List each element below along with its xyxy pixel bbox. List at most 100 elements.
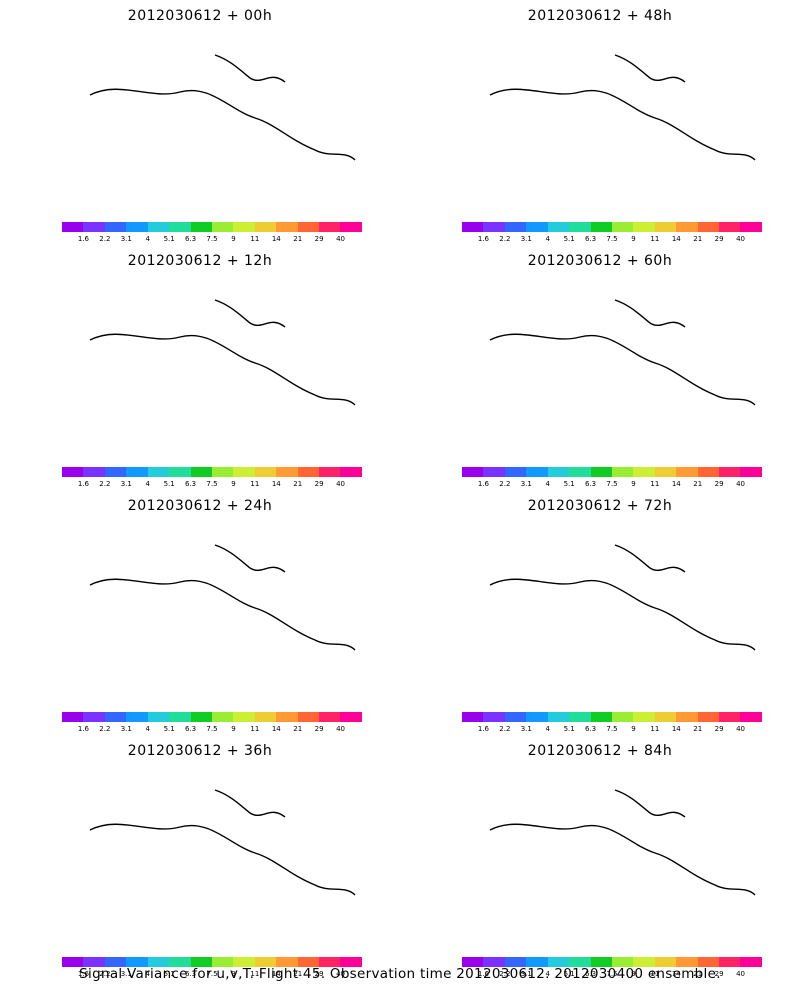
colorbar-label: 11 (650, 480, 660, 488)
variance-contour (240, 824, 284, 852)
variance-contour (644, 346, 667, 361)
variance-contour (484, 618, 568, 674)
variance-contour (467, 605, 577, 678)
variance-contour (228, 68, 312, 122)
colorbar-swatch (319, 957, 341, 967)
colorbar-swatch (169, 712, 191, 722)
variance-contour (563, 123, 620, 172)
panel-title: 2012030612 + 12h (127, 253, 273, 269)
colorbar-swatch (633, 467, 655, 477)
variance-contour (559, 609, 610, 639)
variance-contour (594, 781, 747, 879)
colorbar-label: 3.1 (520, 970, 532, 978)
variance-contour (148, 846, 207, 880)
variance-contour (504, 878, 560, 915)
variance-contour (131, 98, 212, 145)
colorbar-label: 11 (650, 725, 660, 733)
variance-contour (113, 87, 227, 153)
variance-contour (100, 569, 241, 650)
variance-contour (518, 337, 635, 405)
variance-contour (168, 116, 228, 167)
variance-contour (546, 601, 617, 642)
colorbar-label: 7.5 (606, 970, 618, 978)
colorbar-swatch (611, 712, 634, 722)
colorbar-swatch (569, 712, 591, 722)
colorbar-swatch (211, 222, 234, 232)
variance-contour (538, 841, 627, 892)
colorbar-swatch (340, 467, 362, 477)
figure-caption: Signal Variance for u,v,T. Flight 45. Ob… (79, 966, 721, 982)
colorbar-swatch (233, 957, 255, 967)
colorbar-swatch (547, 712, 570, 722)
colorbar-label: 6.3 (584, 725, 597, 733)
colorbar-swatch (740, 467, 762, 477)
variance-contour (561, 867, 612, 911)
variance-contour (490, 810, 658, 907)
variance-contour (539, 105, 617, 150)
variance-contour (552, 114, 608, 146)
variance-contour (567, 628, 605, 660)
colorbar-swatch (233, 467, 255, 477)
colorbar-labels: 1.6 2.2 3.1 4 5.1 6.3 7.5 9 11 14 21 29 40 (55, 480, 375, 490)
variance-contour (479, 860, 572, 922)
colorbar-swatch (83, 957, 105, 967)
colorbar-label: 6.3 (184, 235, 197, 243)
colorbar-label: 4 (145, 480, 150, 488)
colorbar-swatch (590, 222, 612, 232)
colorbar-swatch (590, 957, 612, 967)
colorbar-label: 6.3 (184, 480, 197, 488)
variance-contour (646, 99, 671, 115)
colorbar-label: 3.1 (120, 725, 132, 733)
coastline (89, 54, 356, 161)
variance-contour (86, 618, 159, 666)
colorbar-label: 29 (314, 480, 324, 488)
colorbar-swatch (462, 467, 484, 477)
colorbar-label: 40 (336, 970, 346, 978)
colorbar-label: 4 (145, 970, 150, 978)
colorbar-label: 1.6 (477, 970, 489, 978)
variance-map (479, 781, 756, 941)
colorbar-swatch (297, 467, 320, 477)
colorbar-swatch (462, 957, 484, 967)
variance-contour (91, 376, 154, 418)
variance-contour (540, 586, 653, 683)
variance-contour (534, 593, 626, 646)
colorbar-label: 2.2 (99, 480, 111, 488)
variance-contour (107, 819, 237, 894)
variance-contour (463, 357, 577, 433)
variance-contour (476, 121, 568, 182)
colorbar-label: 6.3 (584, 480, 597, 488)
colorbar-label: 9 (631, 235, 636, 243)
variance-contour (163, 855, 224, 907)
variance-contour (524, 810, 677, 941)
map-panel: 2012030612 + 72h 1.6 2.2 3.1 4 5.1 6.3 7.5 9 11 14… (400, 490, 800, 735)
variance-contour (100, 874, 152, 909)
map-panel: 2012030612 + 00h 1.6 2.2 3.1 4 5.1 6.3 7.5 9 11 14… (0, 0, 400, 245)
variance-contour (500, 80, 645, 164)
colorbar-swatch (254, 712, 277, 722)
colorbar-label: 5.1 (163, 235, 175, 243)
variance-contour (604, 794, 728, 873)
colorbar-label: 4 (545, 725, 550, 733)
panel-title: 2012030612 + 24h (127, 498, 273, 514)
variance-contour (162, 855, 198, 876)
colorbar-swatch (340, 222, 362, 232)
colorbar-label: 14 (271, 235, 281, 243)
colorbar-label: 11 (250, 970, 260, 978)
colorbar-swatch (147, 712, 170, 722)
colorbar-label: 9 (231, 725, 236, 733)
variance-contour (227, 809, 306, 859)
variance-contour (557, 114, 631, 177)
variance-contour (540, 834, 649, 927)
variance-contour (556, 611, 624, 669)
colorbar-label: 1.6 (77, 725, 89, 733)
colorbar-swatch (276, 467, 298, 477)
variance-contour (518, 643, 550, 664)
colorbar (62, 222, 362, 232)
colorbar-label: 4 (545, 480, 550, 488)
variance-contour (538, 87, 661, 193)
variance-contour (573, 864, 603, 881)
colorbar-label: 11 (250, 235, 260, 243)
colorbar (462, 222, 762, 232)
colorbar-swatch (190, 222, 212, 232)
